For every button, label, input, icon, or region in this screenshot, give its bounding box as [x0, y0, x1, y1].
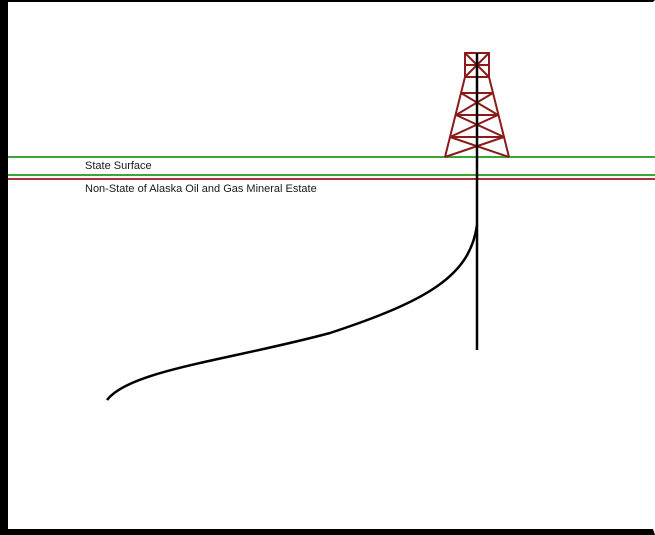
mineral-estate-label: Non-State of Alaska Oil and Gas Mineral … [85, 183, 317, 195]
wellbore [106, 53, 479, 401]
deviated-wellbore [106, 224, 479, 401]
state-surface-label: State Surface [85, 160, 152, 172]
state-surface-boundary [8, 156, 655, 176]
